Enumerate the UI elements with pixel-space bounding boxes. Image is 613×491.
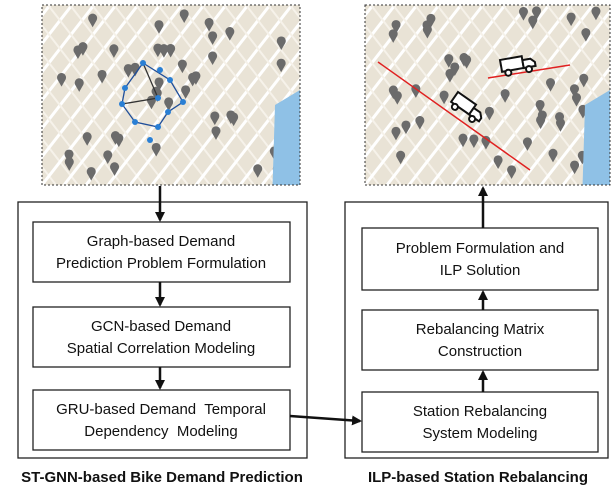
diagram: Graph-based Demand Prediction Problem Fo…: [0, 0, 613, 491]
step-box: [362, 310, 598, 370]
step-box: [33, 222, 290, 282]
box-text: Dependency Modeling: [84, 423, 237, 440]
graph-node: [147, 137, 153, 143]
box-text: Construction: [438, 343, 522, 360]
graph-node: [122, 85, 128, 91]
step-box: [33, 390, 290, 450]
wheel: [505, 69, 512, 76]
step-box: [362, 228, 598, 290]
box-text: GRU-based Demand Temporal: [56, 401, 266, 418]
graph-node: [140, 60, 146, 66]
box-text: ILP Solution: [440, 262, 521, 279]
graph-node: [167, 77, 173, 83]
page: Graph-based Demand Prediction Problem Fo…: [0, 0, 613, 491]
step-box: [33, 307, 290, 367]
box-text: GCN-based Demand: [91, 318, 231, 335]
step-box: [362, 392, 598, 452]
graph-node: [165, 109, 171, 115]
street: [0, 5, 6, 185]
street: [0, 5, 12, 185]
graph-node: [157, 67, 163, 73]
box-text: Spatial Correlation Modeling: [67, 340, 255, 357]
box-text: Problem Formulation and: [396, 240, 564, 257]
caption: ST-GNN-based Bike Demand Prediction: [21, 469, 303, 486]
street: [0, 5, 34, 185]
caption: ILP-based Station Rebalancing: [368, 469, 588, 486]
graph-node: [155, 124, 161, 130]
box-text: Station Rebalancing: [413, 403, 547, 420]
box-text: Rebalancing Matrix: [416, 321, 545, 338]
graph-node: [119, 101, 125, 107]
box-text: System Modeling: [422, 425, 537, 442]
box-text: Graph-based Demand: [87, 233, 235, 250]
box-text: Prediction Problem Formulation: [56, 255, 266, 272]
graph-node: [180, 99, 186, 105]
graph-node: [132, 119, 138, 125]
wheel: [526, 66, 533, 73]
truck-body: [500, 56, 524, 72]
graph-node: [155, 95, 161, 101]
street: [0, 5, 28, 185]
